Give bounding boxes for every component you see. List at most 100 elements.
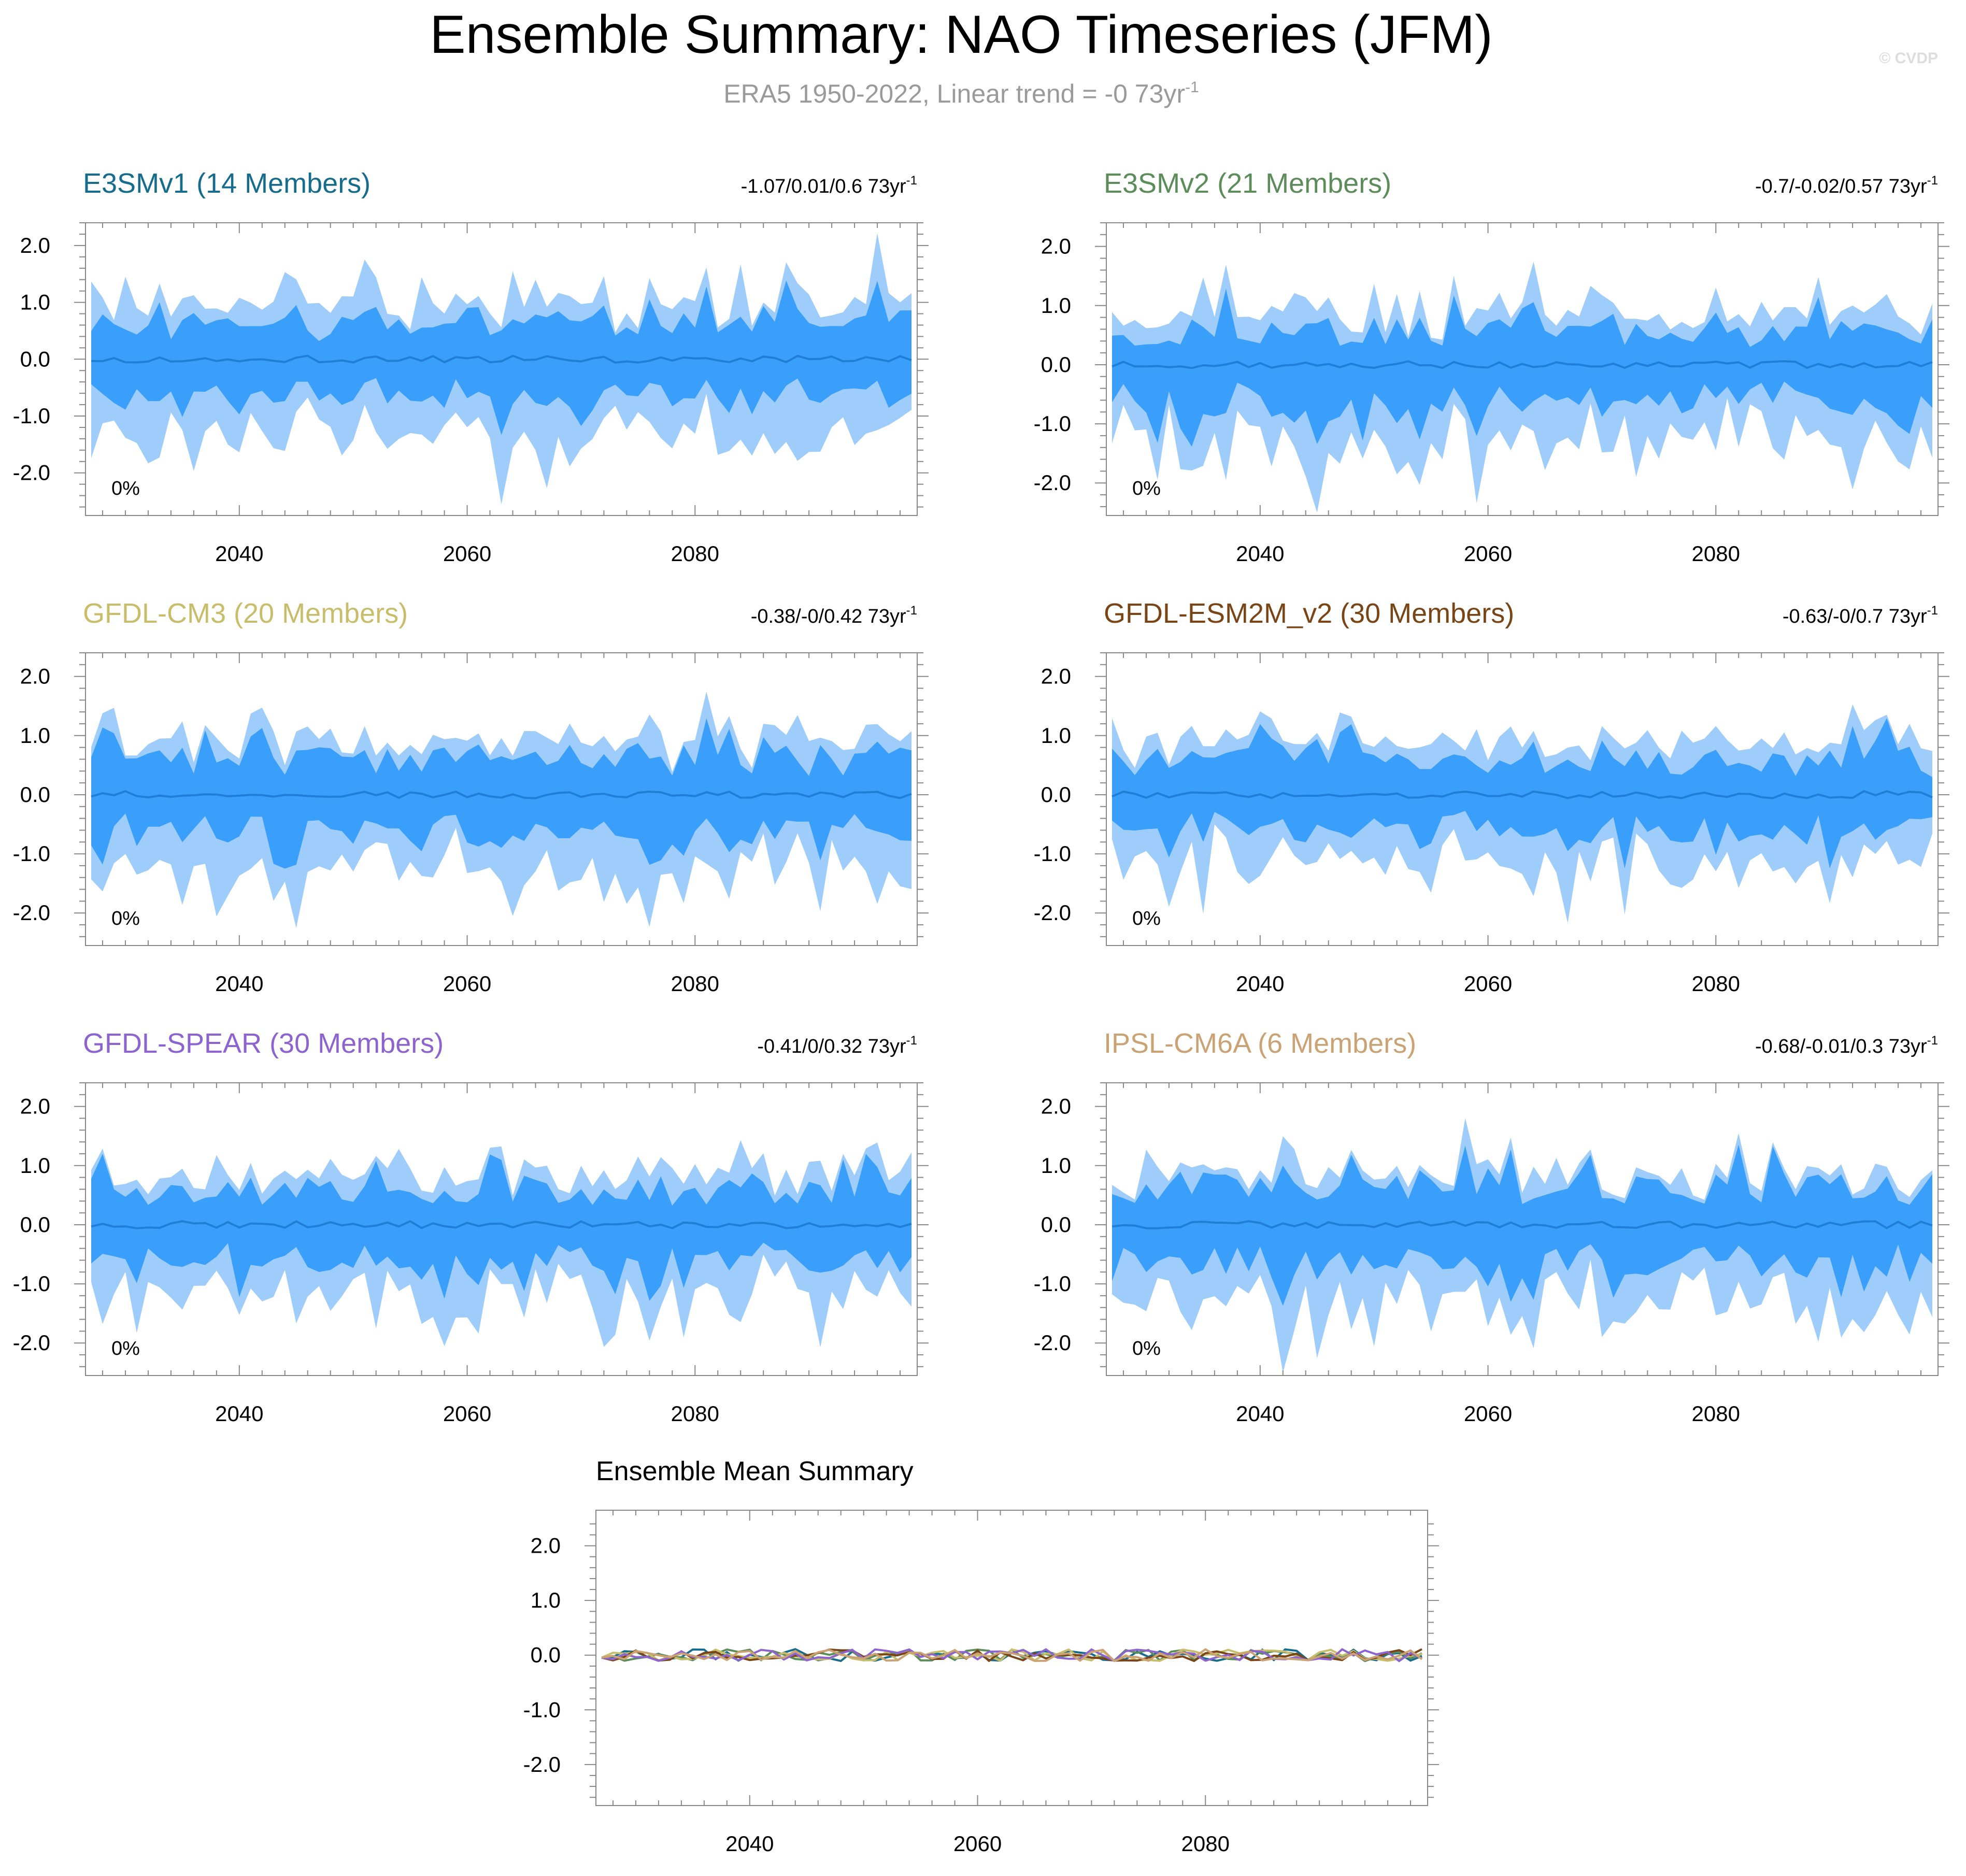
y-tick-label: -1.0 (1034, 1271, 1071, 1296)
percent-label: 0% (111, 478, 140, 499)
plot-frame (85, 222, 918, 516)
y-tick-label: -1.0 (13, 404, 50, 428)
panel-title: GFDL-CM3 (20 Members) (83, 598, 408, 629)
y-tick-label: -2.0 (1034, 900, 1071, 925)
x-tick-label: 2080 (671, 971, 719, 996)
panel-title: GFDL-SPEAR (30 Members) (83, 1028, 444, 1059)
y-tick-label: 0.0 (20, 347, 50, 371)
panel-title: IPSL-CM6A (6 Members) (1104, 1028, 1416, 1059)
y-tick-label: 1.0 (531, 1588, 561, 1612)
x-tick-label: 2060 (953, 1831, 1002, 1856)
subtitle-superscript: -1 (1185, 79, 1199, 96)
trend-range-text: -0.7/-0.02/0.57 73yr (1755, 176, 1927, 197)
trend-range-text: -0.68/-0.01/0.3 73yr (1755, 1036, 1927, 1057)
trend-range-label: -0.68/-0.01/0.3 73yr-1 (1755, 1034, 1938, 1057)
x-tick-label: 2040 (215, 971, 263, 996)
inner-spread-band (91, 718, 911, 869)
percent-label: 0% (1132, 908, 1161, 929)
y-tick-label: -1.0 (13, 1271, 50, 1296)
chart-panel-gfdl-cm3: GFDL-CM3 (20 Members) -0.38/-0/0.42 73yr-… (13, 598, 929, 996)
panel-title: E3SMv1 (14 Members) (83, 168, 371, 199)
trend-range-label: -0.38/-0/0.42 73yr-1 (751, 604, 917, 627)
y-tick-label: 0.0 (531, 1643, 561, 1667)
y-tick-label: 2.0 (1041, 664, 1071, 689)
y-tick-label: 1.0 (20, 723, 50, 748)
plot-frame (85, 1082, 918, 1376)
y-tick-label: -2.0 (1034, 1330, 1071, 1355)
y-tick-label: -2.0 (13, 1330, 50, 1355)
subtitle-text: ERA5 1950-2022, Linear trend = -0 73yr (723, 79, 1185, 108)
trend-range-label: -1.07/0.01/0.6 73yr-1 (741, 174, 917, 197)
trend-range-superscript: -1 (1927, 604, 1938, 618)
y-tick-label: 1.0 (1041, 1153, 1071, 1178)
x-tick-label: 2060 (1464, 541, 1512, 566)
trend-range-superscript: -1 (906, 1034, 917, 1048)
inner-spread-band (1112, 718, 1932, 869)
inner-spread-band (1112, 1144, 1932, 1306)
x-tick-label: 2040 (1236, 971, 1284, 996)
trend-range-text: -0.41/0/0.32 73yr (757, 1036, 906, 1057)
x-tick-label: 2060 (1464, 1401, 1512, 1426)
trend-range-superscript: -1 (906, 174, 917, 188)
y-tick-label: 2.0 (20, 233, 50, 257)
plot-frame (1106, 1082, 1939, 1376)
y-tick-label: 0.0 (1041, 1212, 1071, 1237)
trend-range-label: -0.7/-0.02/0.57 73yr-1 (1755, 174, 1938, 197)
trend-range-label: -0.63/-0/0.7 73yr-1 (1783, 604, 1938, 627)
plot-frame (595, 1510, 1428, 1806)
x-tick-label: 2040 (1236, 1401, 1284, 1426)
y-tick-label: -1.0 (13, 841, 50, 866)
figure-title: Ensemble Summary: NAO Timeseries (JFM) (430, 5, 1492, 65)
series-line-gfdl-cm3 (601, 1648, 1422, 1662)
plot-frame (1106, 652, 1939, 946)
x-tick-label: 2040 (1236, 541, 1284, 566)
y-tick-label: -1.0 (1034, 841, 1071, 866)
x-tick-label: 2040 (215, 1401, 263, 1426)
chart-panel-gfdl-esm2m: GFDL-ESM2M_v2 (30 Members) -0.63/-0/0.7 7… (1034, 598, 1949, 996)
ensemble-mean-line (1112, 360, 1933, 369)
chart-panel-ensemble-mean: Ensemble Mean Summary 2.0 1.0 0.0 -1.0 -2.0 20… (523, 1456, 1439, 1856)
plot-frame (1106, 222, 1939, 516)
y-tick-label: 0.0 (1041, 352, 1071, 377)
x-tick-label: 2040 (725, 1831, 774, 1856)
trend-range-label: -0.41/0/0.32 73yr-1 (757, 1034, 917, 1057)
x-tick-label: 2080 (1692, 541, 1740, 566)
x-tick-label: 2080 (671, 1401, 719, 1426)
y-tick-label: -1.0 (1034, 411, 1071, 436)
y-tick-label: 0.0 (20, 1212, 50, 1237)
y-tick-label: 2.0 (20, 664, 50, 689)
y-tick-label: 0.0 (1041, 782, 1071, 807)
x-tick-label: 2080 (1181, 1831, 1230, 1856)
y-tick-label: -2.0 (13, 900, 50, 925)
trend-range-superscript: -1 (906, 604, 917, 618)
y-tick-label: 1.0 (1041, 723, 1071, 748)
percent-label: 0% (1132, 1338, 1161, 1359)
x-tick-label: 2040 (215, 541, 263, 566)
panel-title: GFDL-ESM2M_v2 (30 Members) (1104, 598, 1514, 629)
series-line-ipsl-cm6a (601, 1648, 1423, 1663)
y-tick-label: -2.0 (1034, 470, 1071, 495)
figure-subtitle: ERA5 1950-2022, Linear trend = -0 73yr-1 (723, 79, 1199, 108)
percent-label: 0% (111, 908, 140, 929)
y-tick-label: 2.0 (20, 1094, 50, 1119)
chart-panel-gfdl-spear: GFDL-SPEAR (30 Members) -0.41/0/0.32 73yr… (13, 1028, 929, 1426)
x-tick-label: 2060 (443, 971, 491, 996)
watermark: © CVDP (1879, 50, 1938, 67)
ensemble-mean-line (91, 354, 912, 364)
panel-title: Ensemble Mean Summary (596, 1456, 914, 1486)
x-tick-label: 2060 (443, 541, 491, 566)
ensemble-mean-line (91, 790, 912, 799)
percent-label: 0% (1132, 478, 1161, 499)
y-tick-label: 1.0 (1041, 293, 1071, 318)
y-tick-label: 2.0 (1041, 234, 1071, 259)
chart-panel-ipsl-cm6a: IPSL-CM6A (6 Members) -0.68/-0.01/0.3 73y… (1034, 1028, 1949, 1426)
y-tick-label: 2.0 (1041, 1094, 1071, 1119)
ensemble-mean-line (1112, 1220, 1933, 1229)
y-tick-label: -2.0 (523, 1752, 561, 1777)
y-tick-label: 1.0 (20, 1153, 50, 1178)
trend-range-text: -0.63/-0/0.7 73yr (1783, 606, 1927, 627)
plot-frame (85, 652, 918, 946)
inner-spread-band (1112, 289, 1932, 447)
ensemble-mean-line (1112, 790, 1933, 799)
